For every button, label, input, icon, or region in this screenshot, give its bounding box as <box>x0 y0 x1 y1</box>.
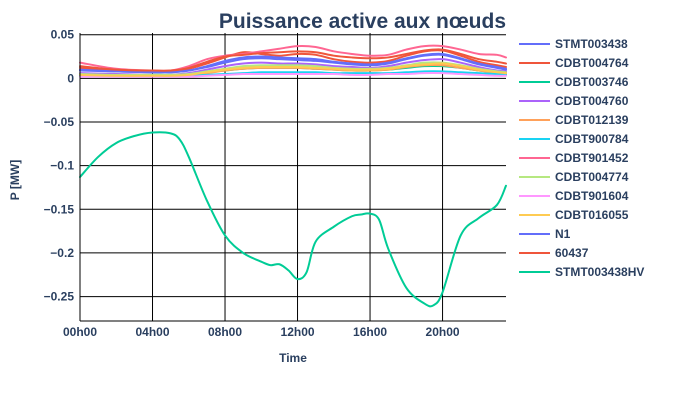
series-line-60437 <box>79 48 507 72</box>
series-layer <box>79 44 507 308</box>
legend-item-label: CDBT901604 <box>555 189 629 203</box>
series-line-cdbt901452 <box>79 44 507 72</box>
x-tick-label: 00h00 <box>63 325 97 339</box>
legend-item-label: STMT003438 <box>555 37 628 51</box>
series-line-cdbt901604 <box>79 72 507 78</box>
x-axis-title: Time <box>279 351 307 365</box>
legend-item-label: CDBT003746 <box>555 75 629 89</box>
y-tick-label: −0.1 <box>50 159 74 173</box>
x-tick-label: 12h00 <box>281 325 315 339</box>
x-tick-label: 04h00 <box>135 325 169 339</box>
y-tick-label: 0 <box>67 71 74 85</box>
y-tick-label: −0.05 <box>44 115 75 129</box>
legend-item-label: CDBT900784 <box>555 132 629 146</box>
y-tick-label: −0.25 <box>44 290 75 304</box>
legend-item-label: 60437 <box>555 246 589 260</box>
legend-item-label: STMT003438HV <box>555 265 644 279</box>
series-line-n1 <box>79 52 507 74</box>
legend-item-label: CDBT012139 <box>555 113 629 127</box>
y-tick-label: −0.15 <box>44 202 75 216</box>
axes-layer <box>79 33 506 322</box>
x-tick-label: 08h00 <box>208 325 242 339</box>
legend-item-label: CDBT004764 <box>555 56 629 70</box>
y-tick-label: −0.2 <box>50 246 74 260</box>
x-tick-label: 16h00 <box>353 325 387 339</box>
series-line-cdbt016055 <box>79 62 507 77</box>
ticks-layer: 00h00 04h00 08h00 12h00 16h00 20h00 0.05 0 −0.05… <box>44 28 460 339</box>
chart-title: Puissance active aux nœuds <box>219 10 506 33</box>
legend-item-label: CDBT016055 <box>555 208 629 222</box>
series-line-stmt003438hv <box>79 131 507 308</box>
legend-item-label: N1 <box>555 227 571 241</box>
y-tick-label: 0.05 <box>51 28 75 42</box>
x-tick-label: 20h00 <box>426 325 460 339</box>
legend-item-label: CDBT004774 <box>555 170 629 184</box>
grid-layer <box>80 33 506 321</box>
legend-item-label: CDBT901452 <box>555 151 629 165</box>
legend: STMT003438 CDBT004764 CDBT003746 CDBT004760… <box>519 37 644 279</box>
legend-item-label: CDBT004760 <box>555 94 629 108</box>
y-axis-title: P [MW] <box>8 160 22 200</box>
